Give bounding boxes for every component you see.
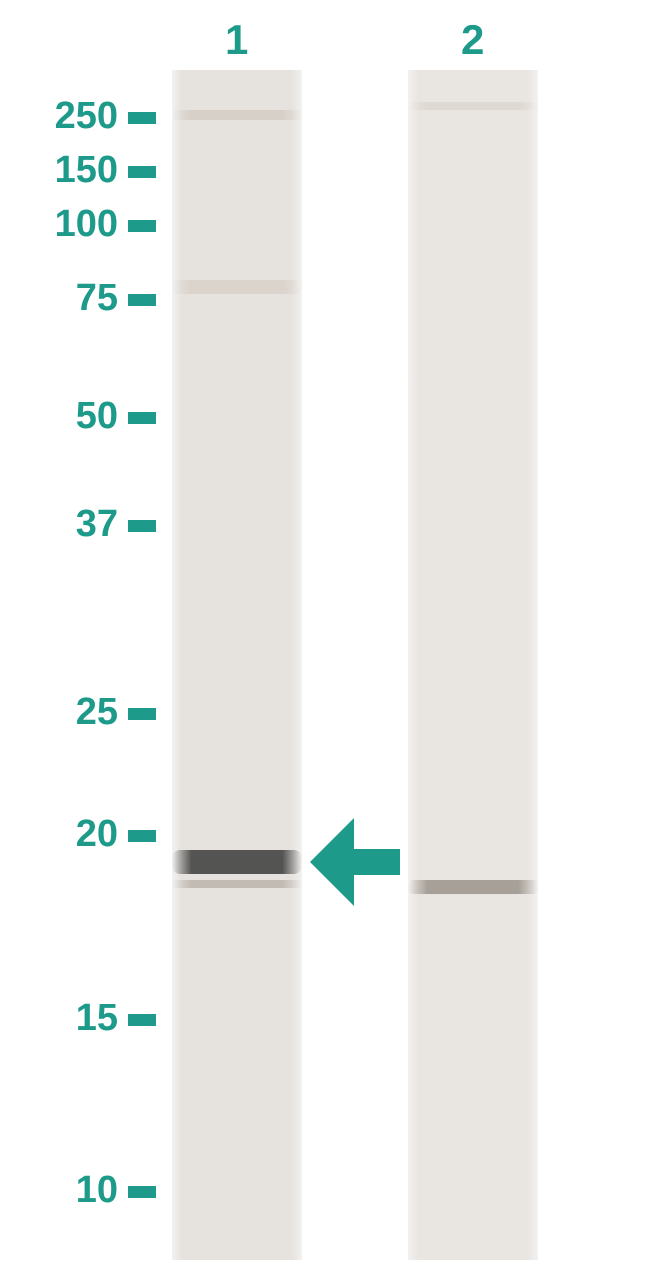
mw-marker-label: 250: [55, 95, 118, 138]
mw-marker-tick: [128, 412, 156, 424]
lane-1: [172, 70, 302, 1260]
lane-1-label: 1: [225, 16, 248, 64]
mw-marker-tick: [128, 166, 156, 178]
mw-marker-label: 37: [76, 503, 118, 546]
mw-marker-label: 150: [55, 149, 118, 192]
mw-marker-label: 75: [76, 277, 118, 320]
mw-marker-tick: [128, 520, 156, 532]
mw-marker-label: 20: [76, 813, 118, 856]
mw-marker-tick: [128, 708, 156, 720]
protein-band: [172, 880, 302, 888]
mw-marker-label: 15: [76, 997, 118, 1040]
mw-marker-tick: [128, 220, 156, 232]
protein-band: [172, 110, 302, 120]
mw-marker-tick: [128, 294, 156, 306]
western-blot: 1 2 250 150 100 75 50 37 25 20 15 10: [0, 0, 650, 1270]
protein-band: [172, 850, 302, 874]
lane-2-label: 2: [461, 16, 484, 64]
protein-band: [408, 880, 538, 894]
mw-marker-tick: [128, 112, 156, 124]
protein-band: [408, 102, 538, 110]
lane-2: [408, 70, 538, 1260]
mw-marker-tick: [128, 830, 156, 842]
mw-marker-tick: [128, 1014, 156, 1026]
mw-marker-label: 100: [55, 203, 118, 246]
target-band-arrow: [310, 818, 400, 911]
mw-marker-label: 50: [76, 395, 118, 438]
mw-marker-label: 10: [76, 1169, 118, 1212]
mw-marker-tick: [128, 1186, 156, 1198]
protein-band: [172, 280, 302, 294]
mw-marker-label: 25: [76, 691, 118, 734]
